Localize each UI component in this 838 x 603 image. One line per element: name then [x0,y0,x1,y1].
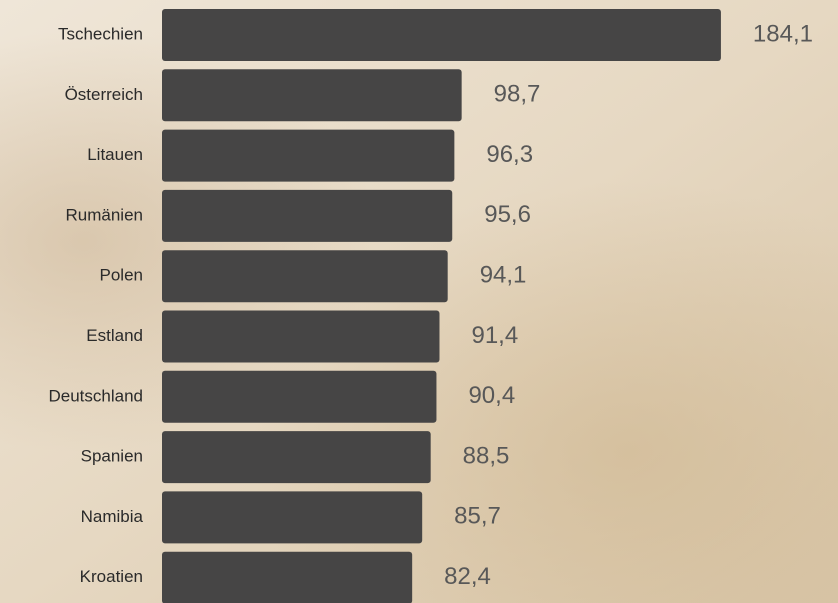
value-label: 82,4 [444,563,491,590]
bar [162,310,440,363]
value-label: 85,7 [454,503,501,530]
bar [162,491,423,544]
value-label: 95,6 [484,201,531,228]
bar [162,370,437,423]
value-label: 88,5 [463,442,510,469]
bar [162,189,453,242]
category-label: Kroatien [80,567,143,586]
category-label: Deutschland [48,386,143,405]
bar [162,431,431,484]
value-label: 94,1 [480,262,527,289]
category-label: Tschechien [58,24,143,43]
value-label: 90,4 [468,382,515,409]
bar [162,250,448,303]
bar [162,69,462,122]
bar [162,9,721,61]
value-label: 96,3 [486,141,533,168]
category-label: Namibia [81,507,144,526]
category-label: Litauen [87,145,143,164]
value-label: 91,4 [471,322,518,349]
value-label: 98,7 [494,81,541,108]
category-label: Estland [86,326,143,345]
bar [162,551,413,603]
category-label: Polen [100,266,143,285]
bar [162,129,455,182]
value-label: 184,1 [753,20,813,47]
category-label: Rumänien [66,205,144,224]
category-label: Österreich [65,85,143,104]
category-label: Spanien [81,447,143,466]
